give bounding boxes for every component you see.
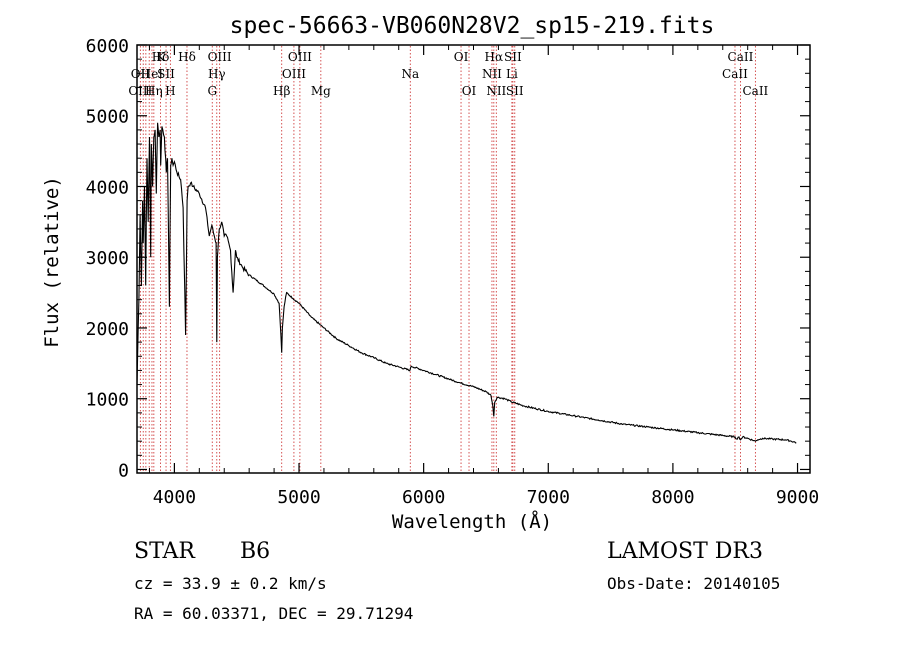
line-label: OIII bbox=[288, 50, 312, 64]
axis-ticks-group: 4000 5000 6000 7000 8000 9000 0 1000 2000 3000 400… bbox=[86, 36, 820, 508]
line-markers-group bbox=[139, 46, 756, 472]
x-tick-label: 7000 bbox=[527, 487, 570, 508]
line-label: OII bbox=[131, 67, 151, 81]
line-label: NII bbox=[486, 84, 506, 98]
line-label: Hδ bbox=[152, 50, 170, 64]
y-tick-label: 0 bbox=[118, 460, 129, 481]
x-tick-label: 9000 bbox=[776, 487, 819, 508]
coordinates: RA = 60.03371, DEC = 29.71294 bbox=[134, 604, 414, 623]
y-tick-label: 5000 bbox=[86, 107, 129, 128]
line-label: OIII bbox=[128, 84, 152, 98]
line-label: OI bbox=[462, 84, 477, 98]
chart-title: spec-56663-VB060N28V2_sp15-219.fits bbox=[230, 13, 715, 39]
line-label: Mg bbox=[311, 84, 331, 98]
x-tick-label: 4000 bbox=[153, 487, 196, 508]
y-axis-label: Flux (relative) bbox=[41, 176, 63, 348]
x-tick-label: 8000 bbox=[651, 487, 694, 508]
x-tick-label: 6000 bbox=[402, 487, 445, 508]
line-label: K bbox=[156, 50, 166, 64]
line-label: NII bbox=[482, 67, 502, 81]
survey-name: LAMOST DR3 bbox=[607, 539, 763, 564]
line-label: Li bbox=[506, 67, 518, 81]
object-subclass: B6 bbox=[240, 539, 271, 564]
line-label: Na bbox=[401, 67, 419, 81]
y-tick-label: 4000 bbox=[86, 177, 129, 198]
line-label: CaII bbox=[728, 50, 754, 64]
redshift-cz: cz = 33.9 ± 0.2 km/s bbox=[134, 574, 327, 593]
line-label: Hδ bbox=[178, 50, 196, 64]
line-label: CaII bbox=[722, 67, 748, 81]
x-axis-label: Wavelength (Å) bbox=[392, 510, 552, 533]
spectrum-line bbox=[136, 122, 797, 444]
line-label: Hη bbox=[145, 84, 163, 98]
observation-date: Obs-Date: 20140105 bbox=[607, 574, 781, 593]
y-tick-label: 1000 bbox=[86, 390, 129, 411]
x-tick-label: 5000 bbox=[277, 487, 320, 508]
line-label: OIII bbox=[282, 67, 306, 81]
line-label: SII bbox=[157, 67, 175, 81]
y-tick-label: 6000 bbox=[86, 36, 129, 57]
y-tick-label: 3000 bbox=[86, 248, 129, 269]
line-label: G bbox=[207, 84, 217, 98]
line-label: SII bbox=[504, 50, 522, 64]
line-label: SII bbox=[506, 84, 524, 98]
y-tick-label: 2000 bbox=[86, 319, 129, 340]
line-label: Hβ bbox=[273, 84, 290, 98]
line-label: Hα bbox=[485, 50, 504, 64]
line-label: H bbox=[165, 84, 175, 98]
line-label: CaII bbox=[742, 84, 768, 98]
spectrum-group bbox=[136, 122, 797, 444]
line-label: HeI bbox=[141, 67, 164, 81]
line-label: Hγ bbox=[208, 67, 226, 81]
line-label: OI bbox=[454, 50, 469, 64]
line-label: OIII bbox=[208, 50, 232, 64]
object-class: STAR bbox=[134, 539, 195, 564]
